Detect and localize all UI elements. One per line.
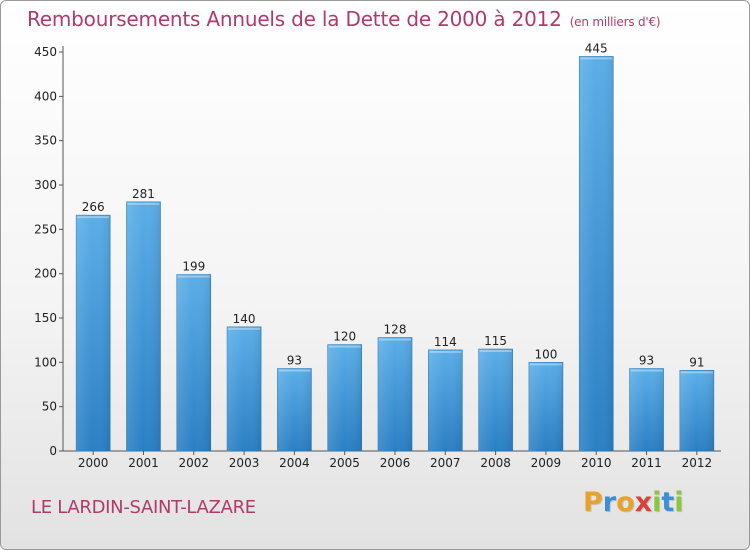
data-label: 91 [689, 355, 704, 369]
data-label: 114 [434, 335, 457, 349]
proxiti-logo: Proxiti [583, 487, 684, 518]
bar-shading [679, 370, 714, 451]
y-tick-label: 0 [49, 444, 57, 458]
data-label: 140 [233, 312, 256, 326]
axes: 0 50 100 150 200 250 300 350 400 450 [34, 45, 721, 458]
data-label: 120 [333, 330, 356, 344]
bar-shading [227, 326, 262, 451]
chart-subtitle: (en milliers d'€) [569, 15, 661, 29]
data-label: 266 [82, 200, 105, 214]
chart-title-text: Remboursements Annuels de la Dette de 20… [27, 7, 562, 31]
bar-shading [528, 362, 563, 451]
chart-title: Remboursements Annuels de la Dette de 20… [27, 7, 661, 31]
logo-letter: r [602, 487, 617, 518]
bar-shading [378, 337, 412, 451]
bar-shading [579, 56, 614, 451]
bar-highlight [630, 369, 663, 372]
bar-highlight [177, 275, 210, 278]
bar-highlight [479, 350, 512, 353]
y-tick-label: 100 [34, 355, 57, 369]
logo-letter: i [674, 487, 684, 518]
bar-shading [428, 349, 463, 451]
data-label: 100 [534, 347, 557, 361]
bar-shading [327, 344, 362, 451]
x-tick-label: 2004 [279, 456, 310, 470]
bar-highlight [228, 327, 261, 330]
data-label: 281 [132, 187, 155, 201]
bars [75, 56, 715, 452]
data-label: 199 [182, 260, 205, 274]
x-tick-label: 2005 [329, 456, 360, 470]
bar-shading [629, 368, 664, 451]
data-label: 445 [585, 41, 608, 55]
logo-letter: t [661, 487, 675, 518]
x-tick-label: 2010 [581, 456, 612, 470]
x-tick-label: 2009 [531, 456, 562, 470]
y-tick-label: 350 [34, 134, 57, 148]
logo-letter: o [616, 487, 635, 518]
logo-letter: P [583, 487, 603, 518]
x-tick-label: 2008 [480, 456, 511, 470]
bar-highlight [580, 57, 613, 60]
bar-highlight [278, 369, 311, 372]
bar-shading [76, 215, 111, 451]
logo-letter: i [652, 487, 662, 518]
y-tick-label: 50 [42, 400, 57, 414]
bar-highlight [328, 345, 361, 348]
x-tick-label: 2003 [229, 456, 260, 470]
bar-highlight [680, 371, 713, 374]
x-tick-label: 2012 [682, 456, 713, 470]
bar-highlight [529, 363, 562, 366]
data-label: 93 [639, 354, 654, 368]
y-tick-label: 250 [34, 222, 57, 236]
x-tick-label: 2007 [430, 456, 461, 470]
bar-highlight [379, 338, 411, 341]
x-tick-label: 2001 [128, 456, 159, 470]
city-name: LE LARDIN-SAINT-LAZARE [31, 497, 256, 518]
data-label: 93 [287, 354, 302, 368]
labels: 266 2000 281 2001 199 2002 140 2003 93 2004 120 200… [78, 41, 712, 470]
logo-letter: x [634, 487, 653, 518]
bar-highlight [77, 216, 110, 219]
bar-highlight [127, 202, 160, 205]
y-tick-label: 450 [34, 45, 57, 59]
bar-shading [277, 368, 312, 451]
bar-shading [478, 349, 513, 451]
bar-shading [176, 274, 211, 451]
bar-highlight [429, 350, 462, 353]
y-tick-label: 150 [34, 311, 57, 325]
bar-shading [126, 201, 161, 451]
data-label: 128 [384, 323, 407, 337]
y-tick-label: 300 [34, 178, 57, 192]
data-label: 115 [484, 334, 507, 348]
y-tick-label: 400 [34, 89, 57, 103]
x-tick-label: 2002 [178, 456, 209, 470]
x-tick-label: 2011 [631, 456, 662, 470]
y-tick-label: 200 [34, 267, 57, 281]
x-tick-label: 2000 [78, 456, 109, 470]
x-tick-label: 2006 [380, 456, 411, 470]
